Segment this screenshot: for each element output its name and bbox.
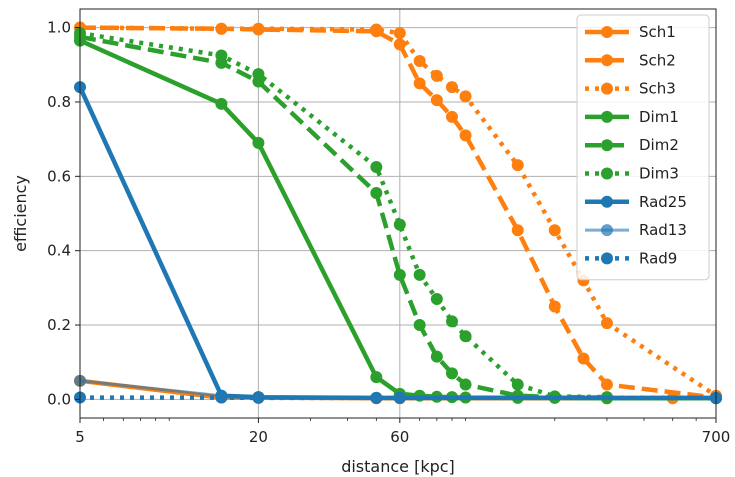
data-point [252, 136, 265, 149]
data-point [252, 391, 265, 404]
legend-marker [601, 54, 613, 67]
x-tick-label: 5 [75, 428, 85, 446]
x-tick-label: 60 [390, 428, 409, 446]
y-tick-label: 0.8 [47, 93, 71, 111]
data-point [430, 94, 443, 107]
data-point [393, 268, 406, 281]
legend: Sch1 Sch2 Sch3 Dim1 Dim2 Dim3 Rad25 Rad13 Rad9 [576, 14, 710, 281]
data-point [370, 391, 383, 404]
legend-marker [601, 26, 613, 38]
y-tick-label: 0.4 [47, 242, 71, 260]
data-point [430, 293, 443, 306]
data-point [413, 55, 426, 68]
data-point [430, 69, 443, 82]
legend-entry: Rad9 [585, 249, 677, 267]
data-point [215, 97, 228, 110]
legend-label: Rad13 [639, 221, 687, 239]
data-point [459, 378, 472, 391]
data-point [459, 90, 472, 103]
data-point [430, 350, 443, 363]
series-dim3 [74, 27, 613, 404]
y-tick-label: 0.6 [47, 167, 71, 185]
data-point [548, 300, 561, 313]
data-point [370, 161, 383, 174]
data-point [215, 49, 228, 62]
legend-marker [601, 195, 613, 208]
y-tick-label: 1.0 [47, 19, 71, 37]
data-point [393, 218, 406, 231]
data-point [445, 367, 458, 380]
data-point [548, 224, 561, 237]
legend-entry: Dim2 [585, 136, 679, 154]
legend-marker [601, 139, 613, 152]
legend-marker [601, 252, 613, 265]
legend-marker [601, 110, 613, 123]
legend-label: Sch3 [639, 80, 676, 98]
legend-label: Dim3 [639, 165, 679, 183]
y-axis-label: efficiency [11, 175, 30, 252]
legend-entry: Dim3 [585, 165, 679, 183]
series-dim2 [74, 30, 613, 404]
data-point [393, 38, 406, 51]
axis-ticks: 5 20 60 700 0.0 0.2 0.4 0.6 0.8 1.0 [47, 19, 730, 446]
legend-marker [601, 82, 613, 95]
data-point [600, 317, 613, 330]
series-line-sch2 [79, 25, 717, 400]
data-point [370, 371, 383, 384]
data-point [577, 352, 590, 365]
data-point [413, 319, 426, 332]
x-tick-label: 700 [702, 428, 731, 446]
data-point [445, 110, 458, 123]
data-point [393, 391, 406, 404]
series-line-dim2 [79, 34, 608, 400]
data-point [445, 81, 458, 94]
y-tick-label: 0.2 [47, 316, 71, 334]
legend-entry: Sch2 [585, 51, 676, 69]
legend-label: Dim2 [639, 136, 679, 154]
legend-label: Sch2 [639, 51, 676, 69]
data-point [445, 315, 458, 328]
legend-marker [601, 224, 613, 237]
data-point [459, 330, 472, 343]
data-point [252, 68, 265, 81]
data-point [370, 187, 383, 200]
legend-label: Rad9 [639, 249, 677, 267]
legend-marker [601, 167, 613, 180]
legend-label: Sch1 [639, 23, 676, 41]
data-point [511, 224, 524, 237]
data-point [215, 391, 228, 404]
x-axis-label: distance [kpc] [341, 457, 455, 476]
data-point [459, 129, 472, 142]
data-point [600, 378, 613, 391]
legend-box [576, 14, 710, 281]
data-point [370, 23, 383, 36]
legend-entry: Dim1 [585, 108, 679, 126]
legend-entry: Sch1 [585, 23, 676, 41]
legend-label: Dim1 [639, 108, 679, 126]
series-line-dim3 [79, 30, 608, 400]
y-tick-label: 0.0 [47, 390, 71, 408]
data-point [413, 268, 426, 281]
x-tick-label: 20 [249, 428, 268, 446]
data-point [511, 159, 524, 172]
legend-label: Rad25 [639, 193, 687, 211]
legend-entry: Rad25 [585, 193, 687, 211]
data-point [393, 27, 406, 40]
data-point [252, 22, 265, 35]
series-rad9 [74, 391, 722, 404]
plot-frame [79, 8, 717, 419]
data-point [413, 77, 426, 90]
data-point [215, 22, 228, 35]
legend-entry: Rad13 [585, 221, 687, 239]
legend-entry: Sch3 [585, 80, 676, 98]
data-point [511, 378, 524, 391]
